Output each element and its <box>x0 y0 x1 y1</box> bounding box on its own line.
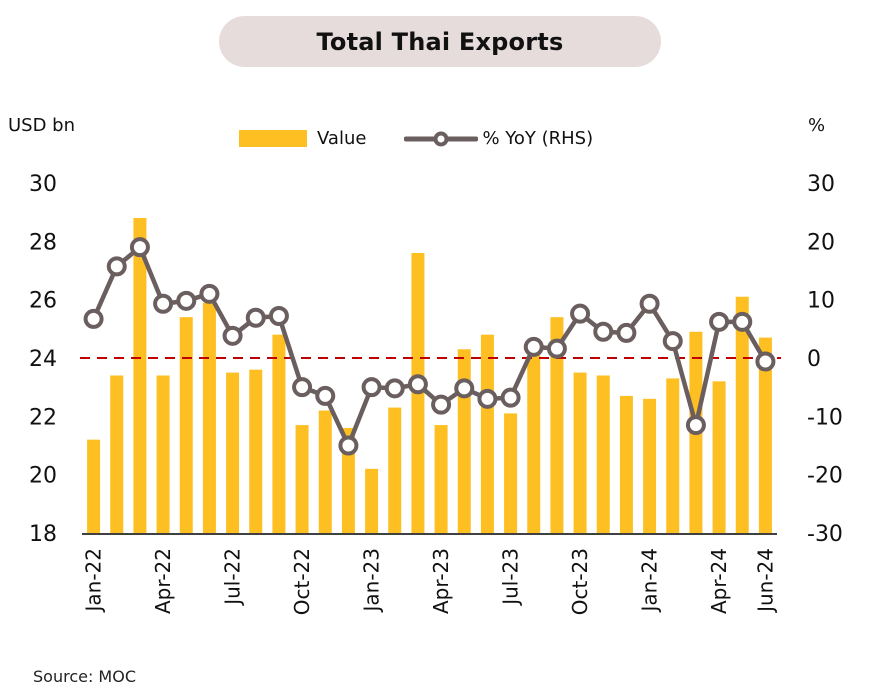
yoy-point-jul-23 <box>500 387 521 408</box>
bar-nov-23 <box>596 375 610 533</box>
right-tick-label: -20 <box>807 464 843 489</box>
yoy-point-may-23 <box>454 378 475 399</box>
right-tick-label: 20 <box>807 230 835 255</box>
yoy-point-jan-24 <box>639 293 660 314</box>
yoy-point-aug-22 <box>245 307 266 328</box>
yoy-point-nov-22 <box>315 385 336 406</box>
bar-jun-24 <box>758 337 772 533</box>
bar-jun-22 <box>202 302 216 533</box>
yoy-point-sep-23 <box>546 338 567 359</box>
yoy-point-oct-23 <box>570 303 591 324</box>
bar-jul-22 <box>226 372 240 533</box>
left-tick-label: 28 <box>29 230 57 255</box>
bar-feb-22 <box>110 375 124 533</box>
legend-yoy-label: % YoY (RHS) <box>482 128 594 149</box>
x-tick-label: Jul-23 <box>499 548 523 607</box>
bar-apr-23 <box>434 425 448 533</box>
x-tick-label: Jul-22 <box>221 548 245 607</box>
chart-title-pill: Total Thai Exports <box>219 16 661 67</box>
right-tick-label: -10 <box>807 405 843 430</box>
yoy-point-jun-22 <box>199 283 220 304</box>
yoy-point-aug-23 <box>523 336 544 357</box>
bar-jun-23 <box>480 334 494 533</box>
x-tick-label: Apr-23 <box>429 548 453 614</box>
x-tick-label: Jan-24 <box>638 548 662 614</box>
yoy-point-oct-22 <box>292 377 313 398</box>
bar-may-23 <box>457 349 471 533</box>
bar-oct-22 <box>295 425 309 533</box>
x-tick-label: Jun-24 <box>753 548 777 614</box>
x-tick-label: Apr-24 <box>707 548 731 614</box>
right-tick-label: -30 <box>807 522 843 547</box>
yoy-point-sep-22 <box>268 306 289 326</box>
yoy-point-feb-24 <box>662 331 683 352</box>
yoy-point-may-24 <box>732 311 753 332</box>
right-axis-unit: % <box>808 115 826 136</box>
bar-aug-23 <box>527 355 541 533</box>
bar-jan-24 <box>643 398 657 533</box>
yoy-point-dec-23 <box>616 322 637 343</box>
bar-feb-24 <box>666 378 680 533</box>
bar-apr-24 <box>712 381 726 533</box>
yoy-point-nov-23 <box>593 321 614 342</box>
x-tick-label: Oct-22 <box>290 548 314 615</box>
bar-sep-22 <box>272 334 286 533</box>
source-note: Source: MOC <box>33 667 136 686</box>
bar-dec-23 <box>619 395 633 533</box>
left-tick-label: 30 <box>29 172 57 197</box>
bar-mar-22 <box>133 218 147 533</box>
yoy-point-jul-22 <box>222 325 243 346</box>
legend-line-swatch <box>404 131 479 146</box>
legend: Value % YoY (RHS) <box>239 128 593 149</box>
yoy-point-feb-23 <box>384 378 405 399</box>
yoy-point-mar-23 <box>407 374 428 395</box>
left-tick-label: 22 <box>29 405 57 430</box>
legend-bar-swatch <box>239 130 307 147</box>
x-tick-label: Apr-22 <box>151 548 175 614</box>
left-tick-label: 18 <box>29 522 57 547</box>
yoy-point-apr-24 <box>709 311 730 332</box>
yoy-point-dec-22 <box>338 435 359 456</box>
yoy-point-mar-22 <box>129 237 150 258</box>
bar-jan-22 <box>87 439 101 533</box>
yoy-point-jun-23 <box>477 388 498 409</box>
yoy-point-apr-22 <box>153 293 174 314</box>
yoy-point-mar-24 <box>685 415 706 436</box>
yoy-point-jan-22 <box>83 308 104 329</box>
bar-jan-23 <box>365 468 379 533</box>
yoy-point-may-22 <box>176 290 197 311</box>
bar-oct-23 <box>573 372 587 533</box>
yoy-point-jun-24 <box>755 351 776 372</box>
x-tick-label: Jan-23 <box>360 548 384 614</box>
legend-value-label: Value <box>317 128 367 149</box>
bar-aug-22 <box>249 369 263 533</box>
x-tick-label: Oct-23 <box>568 548 592 615</box>
bar-nov-22 <box>318 410 332 533</box>
left-axis-unit: USD bn <box>8 115 76 136</box>
chart-title: Total Thai Exports <box>316 27 564 56</box>
bar-may-22 <box>179 317 193 533</box>
bar-jul-23 <box>504 413 518 533</box>
left-tick-label: 24 <box>29 347 57 372</box>
x-tick-label: Jan-22 <box>82 548 106 614</box>
yoy-point-jan-23 <box>361 377 382 398</box>
bar-apr-22 <box>156 375 170 533</box>
left-tick-label: 20 <box>29 464 57 489</box>
bar-sep-23 <box>550 317 564 533</box>
bar-feb-23 <box>388 407 402 533</box>
left-tick-label: 26 <box>29 289 57 314</box>
yoy-point-feb-22 <box>106 256 127 277</box>
right-tick-label: 30 <box>807 172 835 197</box>
right-tick-label: 0 <box>807 347 821 372</box>
yoy-point-apr-23 <box>431 394 452 415</box>
bar-may-24 <box>735 296 749 533</box>
right-tick-label: 10 <box>807 289 835 314</box>
